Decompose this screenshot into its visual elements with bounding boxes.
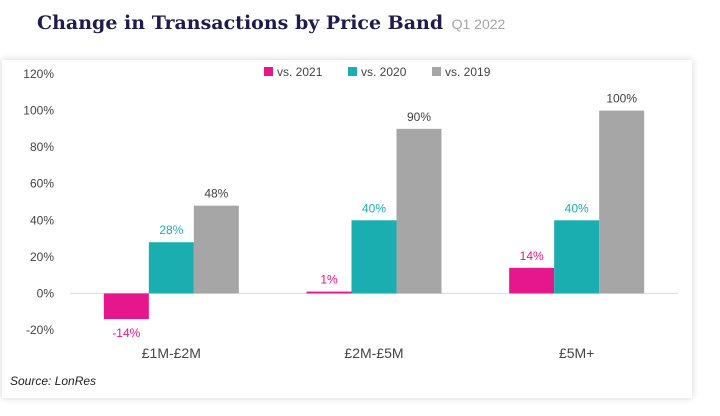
bar-vs-2021 [103,293,149,320]
x-category-label: £2M-£5M [344,345,403,361]
data-label: 100% [606,92,637,106]
legend-label: vs. 2020 [361,65,407,79]
data-label: 28% [159,223,183,237]
y-tick-label: 80% [30,140,54,154]
bar-vs-2020 [148,242,194,294]
x-category-label: £1M-£2M [142,345,201,361]
bar-vs-2019 [396,128,442,294]
legend-swatch [432,67,441,76]
data-label: 14% [520,249,544,263]
bar-vs-2020 [554,220,600,294]
bar-vs-2019 [599,110,645,294]
data-label: 40% [565,201,589,215]
y-tick-label: 0% [37,286,55,300]
bar-chart: 120% 100% 80% 60% 40% 20% 0% -20% -14% 28% 48% £1M-… [23,65,678,361]
chart-card: 120% 100% 80% 60% 40% 20% 0% -20% -14% 28% 48% £1M-… [2,60,692,398]
data-label: 1% [320,273,338,287]
y-tick-label: 60% [30,177,54,191]
bar-vs-2021 [306,291,352,294]
data-label: 90% [407,110,431,124]
y-tick-label: 120% [23,67,54,81]
y-tick-label: 20% [30,250,54,264]
source-note: Source: LonRes [10,374,97,388]
bar-vs-2021 [509,267,555,294]
data-label: 48% [204,187,228,201]
legend-label: vs. 2019 [445,65,491,79]
y-tick-label: 40% [30,213,54,227]
legend-label: vs. 2021 [277,65,323,79]
chart-title: Change in Transactions by Price Band [37,12,444,34]
legend-swatch [264,67,273,76]
bar-vs-2019 [193,205,239,294]
data-label: -14% [112,326,140,340]
y-tick-label: -20% [26,323,54,337]
y-tick-label: 100% [23,104,54,118]
chart-subtitle: Q1 2022 [451,16,506,32]
chart-header: Change in Transactions by Price Band Q1 … [37,12,505,34]
data-label: 40% [362,201,386,215]
bar-vs-2020 [351,220,397,294]
legend-swatch [348,67,357,76]
x-category-label: £5M+ [559,345,594,361]
